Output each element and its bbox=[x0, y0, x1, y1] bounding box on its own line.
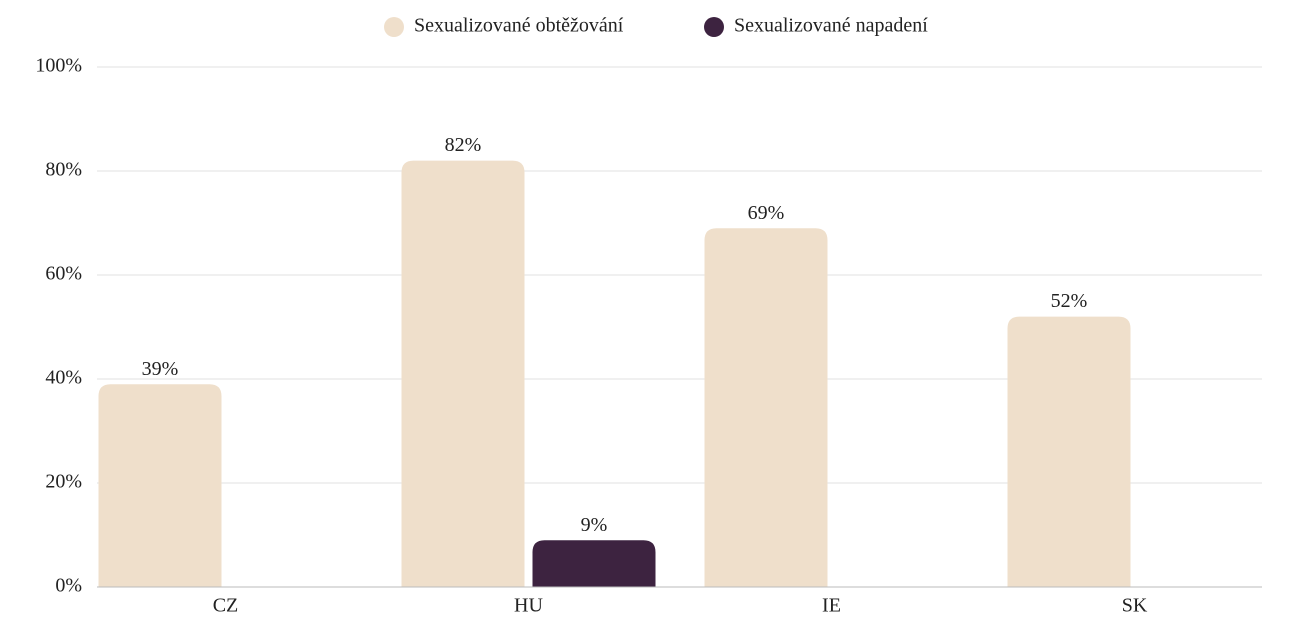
y-tick-label: 40% bbox=[45, 367, 82, 389]
value-label: 69% bbox=[748, 202, 785, 224]
x-tick-label: CZ bbox=[213, 595, 239, 617]
legend-label: Sexualizované obtěžování bbox=[414, 15, 624, 37]
value-label: 9% bbox=[581, 514, 608, 536]
bar bbox=[532, 540, 656, 587]
bar bbox=[401, 160, 525, 587]
x-tick-label: IE bbox=[822, 595, 841, 617]
legend-swatch bbox=[384, 17, 404, 37]
bar bbox=[1007, 316, 1131, 587]
bar bbox=[704, 228, 828, 587]
y-tick-label: 20% bbox=[45, 471, 82, 493]
x-tick-label: SK bbox=[1122, 595, 1148, 617]
y-tick-label: 0% bbox=[55, 575, 82, 597]
legend-swatch bbox=[704, 17, 724, 37]
y-tick-label: 60% bbox=[45, 263, 82, 285]
x-tick-label: HU bbox=[514, 595, 543, 617]
y-tick-label: 80% bbox=[45, 159, 82, 181]
bar bbox=[98, 384, 222, 587]
y-tick-label: 100% bbox=[35, 55, 82, 77]
value-label: 39% bbox=[142, 358, 179, 380]
value-label: 82% bbox=[445, 134, 482, 156]
legend-label: Sexualizované napadení bbox=[734, 15, 928, 37]
value-label: 52% bbox=[1051, 290, 1088, 312]
